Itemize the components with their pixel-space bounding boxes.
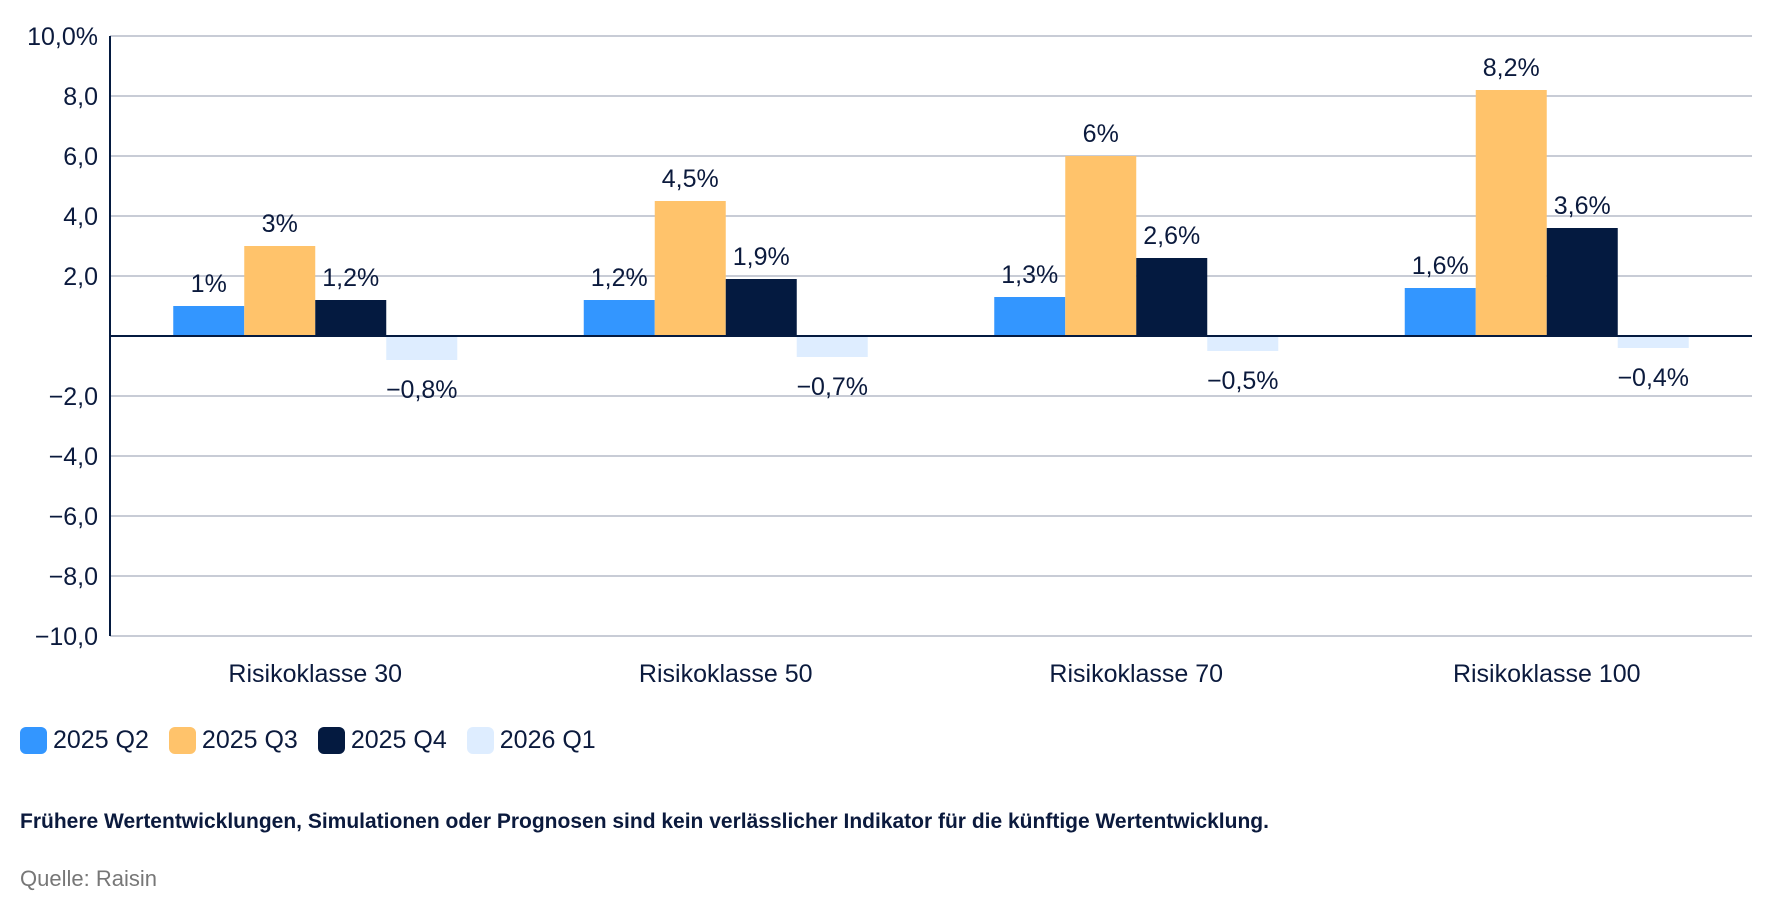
data-label: 3,6% bbox=[1554, 192, 1611, 220]
y-tick-label: −4,0 bbox=[49, 443, 98, 471]
data-label: 2,6% bbox=[1143, 222, 1200, 250]
data-label: 8,2% bbox=[1483, 54, 1540, 82]
data-label: 1,6% bbox=[1412, 252, 1469, 280]
bar bbox=[1475, 90, 1547, 336]
data-label: −0,8% bbox=[386, 376, 458, 404]
data-label: 1,9% bbox=[733, 243, 790, 271]
x-tick-label: Risikoklasse 70 bbox=[1049, 660, 1223, 688]
x-tick-label: Risikoklasse 100 bbox=[1453, 660, 1641, 688]
data-label: 3% bbox=[262, 210, 298, 238]
x-tick-label: Risikoklasse 50 bbox=[639, 660, 813, 688]
bar bbox=[386, 336, 458, 360]
data-label: −0,7% bbox=[796, 373, 868, 401]
legend-swatch bbox=[168, 727, 196, 754]
bar-chart: 10,0% 8,0 6,0 4,0 2,0 −2,0 −4,0 −6,0 −8,0 −10,0 Ri… bbox=[27, 23, 1752, 688]
data-label: −0,5% bbox=[1207, 367, 1279, 395]
bar bbox=[1207, 336, 1279, 351]
legend-swatch bbox=[20, 727, 47, 754]
data-label: −0,4% bbox=[1617, 364, 1689, 392]
legend-swatch bbox=[317, 727, 345, 754]
bar bbox=[1404, 288, 1476, 336]
y-tick-label: −8,0 bbox=[49, 563, 98, 591]
legend-label: 2026 Q1 bbox=[499, 726, 596, 754]
legend-item-2025-q4[interactable]: 2025 Q4 bbox=[317, 726, 447, 755]
bar bbox=[315, 300, 387, 336]
y-tick-label: −2,0 bbox=[49, 383, 98, 411]
y-tick-label: −10,0 bbox=[35, 623, 98, 651]
y-tick-label: 10,0% bbox=[27, 23, 98, 51]
legend-label: 2025 Q4 bbox=[350, 726, 447, 754]
legend-item-2025-q2[interactable]: 2025 Q2 bbox=[20, 726, 149, 755]
y-tick-label: 8,0 bbox=[63, 83, 98, 111]
data-label: 1,3% bbox=[1001, 261, 1058, 289]
bar bbox=[796, 336, 868, 357]
bar bbox=[654, 201, 726, 336]
legend: 2025 Q2 2025 Q3 2025 Q4 2026 Q1 bbox=[20, 726, 596, 755]
y-tick-label: 4,0 bbox=[63, 203, 98, 231]
bar bbox=[244, 246, 316, 336]
y-tick-label: 6,0 bbox=[63, 143, 98, 171]
bar bbox=[173, 306, 245, 336]
legend-label: 2025 Q3 bbox=[201, 726, 298, 754]
data-label: 1,2% bbox=[322, 264, 379, 292]
y-tick-label: 2,0 bbox=[63, 263, 98, 291]
bar bbox=[725, 279, 797, 336]
bar bbox=[1546, 228, 1618, 336]
bar bbox=[1617, 336, 1689, 348]
data-label: 4,5% bbox=[662, 165, 719, 193]
data-label: 6% bbox=[1083, 120, 1119, 148]
data-label: 1,2% bbox=[591, 264, 648, 292]
data-label: 1% bbox=[191, 270, 227, 298]
bar bbox=[1136, 258, 1208, 336]
bar bbox=[1065, 156, 1137, 336]
legend-item-2025-q3[interactable]: 2025 Q3 bbox=[168, 726, 298, 755]
source-note: Quelle: Raisin bbox=[20, 866, 157, 891]
legend-label: 2025 Q2 bbox=[53, 726, 149, 754]
y-tick-label: −6,0 bbox=[49, 503, 98, 531]
disclaimer-note: Frühere Wertentwicklungen, Simulationen … bbox=[20, 810, 1269, 833]
legend-item-2026-q1[interactable]: 2026 Q1 bbox=[466, 726, 596, 755]
bar bbox=[583, 300, 655, 336]
legend-swatch bbox=[466, 727, 494, 754]
x-tick-label: Risikoklasse 30 bbox=[228, 660, 402, 688]
bar bbox=[994, 297, 1066, 336]
